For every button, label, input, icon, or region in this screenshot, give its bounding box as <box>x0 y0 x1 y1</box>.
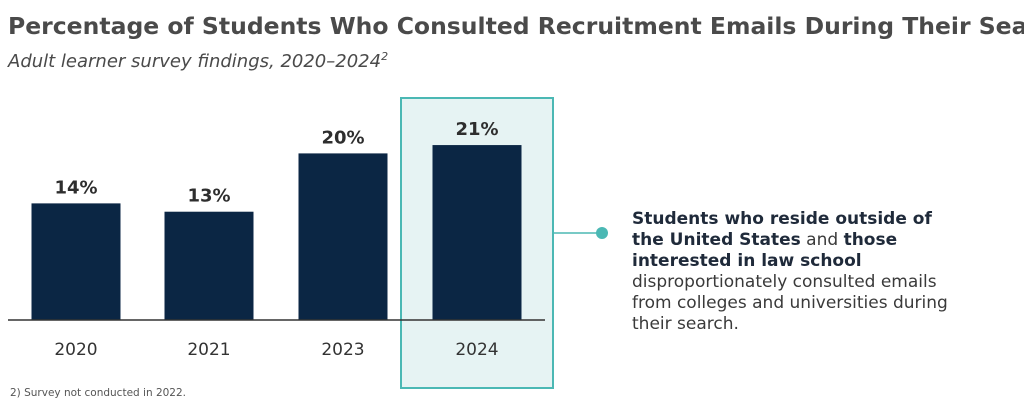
x-tick-label-2024: 2024 <box>455 340 498 360</box>
x-tick-label-2020: 2020 <box>54 340 97 360</box>
chart-title: Percentage of Students Who Consulted Rec… <box>8 12 1024 40</box>
footnote: 2) Survey not conducted in 2022. <box>10 387 187 399</box>
bar-2023 <box>298 153 388 320</box>
subtitle-text: Adult learner survey findings, 2020–2024 <box>8 51 382 72</box>
footnote-marker: 2 <box>381 50 389 63</box>
value-label-2020: 14% <box>54 177 97 198</box>
bar-2021 <box>164 211 254 320</box>
x-tick-label-2023: 2023 <box>321 340 364 360</box>
bar-2024 <box>432 145 522 320</box>
value-label-2023: 20% <box>321 127 364 148</box>
callout-plain-2: disproportionately consulted emails from… <box>632 272 948 334</box>
chart-subtitle: Adult learner survey findings, 2020–2024… <box>8 50 388 72</box>
value-label-2024: 21% <box>455 119 498 140</box>
value-label-2021: 13% <box>187 186 230 207</box>
callout-bold-2: those interested in law school <box>632 230 898 271</box>
callout-plain-1: and <box>800 230 844 250</box>
callout-text: Students who reside outside of the Unite… <box>632 209 962 335</box>
x-tick-label-2021: 2021 <box>187 340 230 360</box>
bar-2020 <box>31 203 121 320</box>
callout-bold-1: Students who reside outside of the Unite… <box>632 209 932 250</box>
callout-connector-dot <box>596 227 608 239</box>
